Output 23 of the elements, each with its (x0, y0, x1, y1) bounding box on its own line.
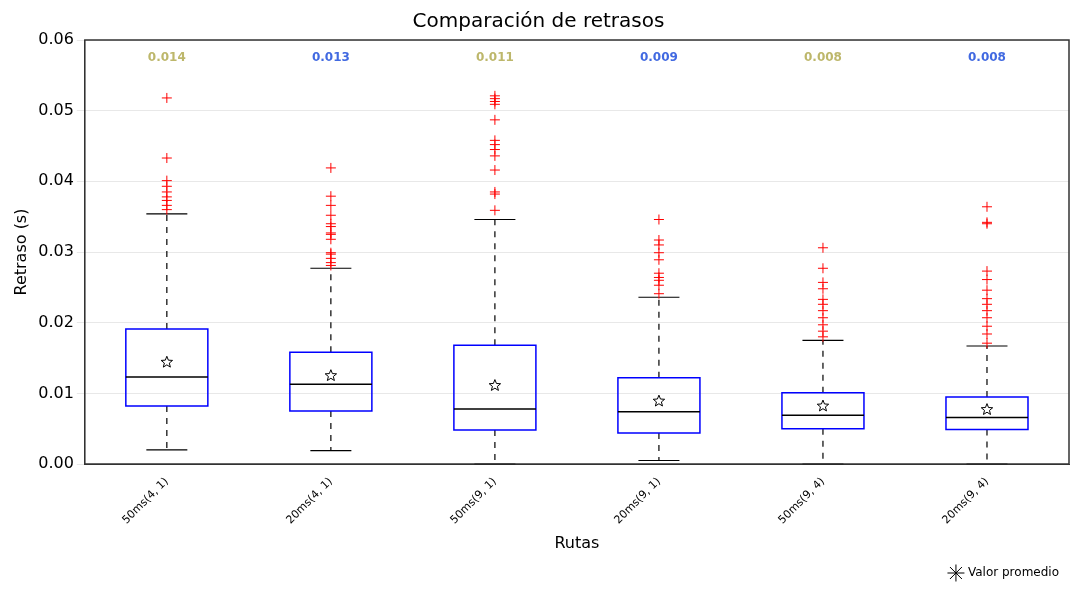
chart-title: Comparación de retrasos (412, 8, 665, 33)
y-tick-label: 0.03 (38, 241, 74, 261)
point (816, 399, 830, 412)
y-tick-label: 0.05 (38, 99, 74, 119)
y-tick-label: 0.02 (38, 311, 74, 331)
annotation: 0.014 (147, 50, 186, 65)
point (652, 394, 666, 407)
annotation: 0.008 (968, 50, 1006, 65)
y-tick-label: 0.04 (38, 170, 74, 190)
annotation: 0.013 (311, 50, 350, 65)
point (980, 403, 994, 415)
y-axis-title: Retraso (s) (10, 208, 30, 296)
annotation: 0.009 (639, 50, 678, 65)
y-tick-label: 0.01 (38, 382, 74, 402)
legend-label: Valor promedio (967, 565, 1060, 580)
point (324, 369, 338, 382)
y-tick-label: 0.00 (38, 453, 74, 473)
x-axis-title: Rutas (554, 532, 600, 552)
annotation: 0.008 (803, 50, 842, 65)
point (160, 355, 174, 368)
y-tick-label: 0.06 (38, 29, 74, 49)
point (488, 379, 502, 391)
annotation: 0.011 (475, 50, 514, 65)
